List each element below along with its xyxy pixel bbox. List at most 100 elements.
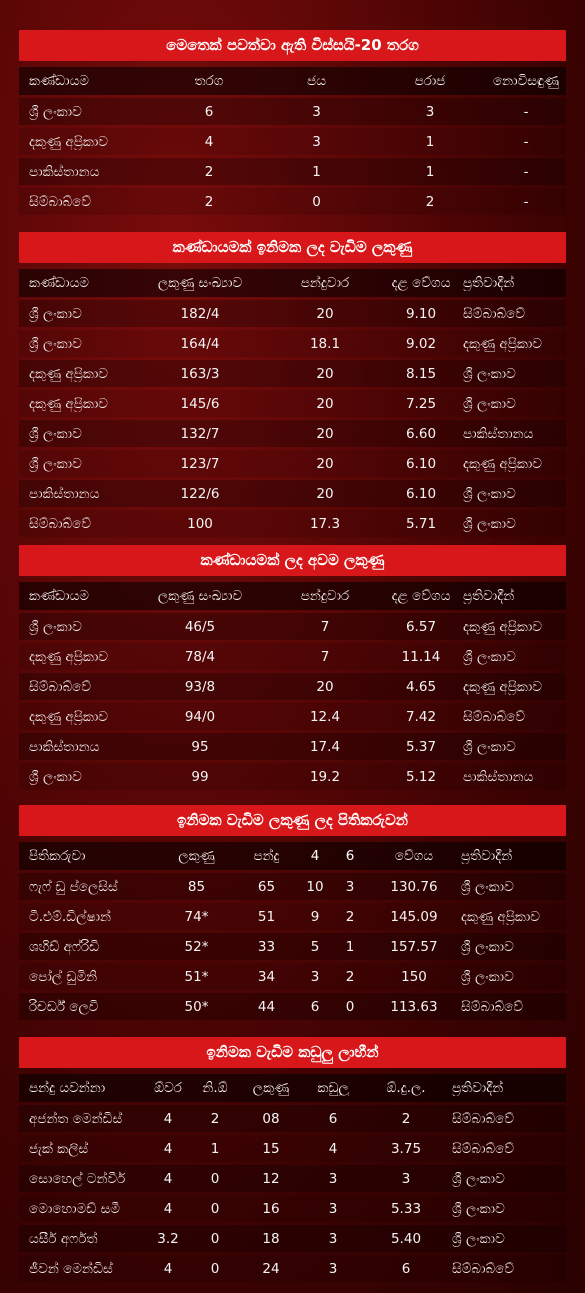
section-title: ඉනිමක වැඩිම කඩුලු ලාභීන් — [19, 1037, 566, 1068]
table-cell: 132/7 — [180, 425, 220, 442]
table-cell: 122/6 — [180, 485, 220, 502]
table-cell: පාකිස්තානය — [463, 768, 534, 785]
table-cell: 182/4 — [180, 305, 220, 322]
table-row: ශ්‍රී ලංකාව 132/7 20 6.60 පාකිස්තානය — [19, 420, 566, 447]
table-cell: ශ්‍රී ලංකාව — [452, 1200, 505, 1217]
stats-table: කණ්ඩායම ලකුණු සංඛ්‍යාව පන්දුවාර දළ වේගය ප්‍ර… — [19, 582, 566, 790]
table-cell: පාකිස්තානය — [29, 485, 100, 502]
table-cell: 5 — [310, 938, 320, 955]
section-title: ඉනිමක වැඩිම ලකුණු ලද පිතිකරුවන් — [19, 805, 566, 836]
table-cell: සිම්බාබ්වේ — [463, 708, 526, 725]
table-row: ශ්‍රී ලංකාව 164/4 18.1 9.02 දකුණු අප්‍රිකාව — [19, 330, 566, 357]
section-title: කණ්ඩායමක් ඉනිමක ලද වැඩිම ලකුණු — [19, 232, 566, 263]
table-cell: 4 — [204, 133, 214, 150]
table-cell: යසීර් අර්ෆත් — [29, 1230, 98, 1247]
table-cell: දකුණු අප්‍රිකාව — [29, 648, 108, 665]
table-cell: - — [523, 103, 529, 120]
table-cell: 51* — [184, 968, 209, 985]
table-cell: 0 — [312, 193, 321, 210]
table-cell: 93/8 — [184, 678, 216, 695]
header-cell: ලකුණු — [252, 1080, 290, 1096]
table-row: යසීර් අර්ෆත් 3.2 0 18 3 5.40 ශ්‍රී ලංකාව — [19, 1225, 566, 1252]
table-cell: 0 — [210, 1170, 220, 1187]
table-cell: 4 — [328, 1140, 338, 1157]
header-cell: කඩුලු — [317, 1080, 349, 1096]
table-cell: - — [523, 163, 529, 180]
table-cell: 18 — [262, 1230, 280, 1247]
stats-section-4: ඉනිමක වැඩිම ලකුණු ලද පිතිකරුවන් පිතිකරුවා… — [19, 805, 566, 1023]
table-row: සිම්බාබ්වේ 93/8 20 4.65 දකුණු අප්‍රිකාව — [19, 673, 566, 700]
table-cell: 5.40 — [390, 1230, 422, 1247]
table-cell: ශ්‍රී ලංකාව — [463, 738, 516, 755]
table-cell: 2 — [204, 163, 214, 180]
table-cell: සිම්බාබ්වේ — [452, 1110, 515, 1127]
header-cell: කණ්ඩායම — [29, 73, 89, 89]
table-cell: 3 — [345, 878, 355, 895]
table-cell: 85 — [187, 878, 206, 895]
table-row: ශහිඩ් අෆ්රිඩි 52* 33 5 1 157.57 ශ්‍රී ලංකාව — [19, 933, 566, 960]
table-cell: 9.02 — [405, 335, 437, 352]
table-cell: 17.4 — [309, 738, 341, 755]
table-row: පාකිස්තානය 2 1 1 - — [19, 158, 566, 185]
table-row: ජීවන් මෙන්ඩිස් 4 0 24 3 6 සිම්බාබ්වේ — [19, 1255, 566, 1282]
table-cell: දකුණු අප්‍රිකාව — [29, 395, 108, 412]
table-cell: සිම්බාබ්වේ — [452, 1140, 515, 1157]
header-cell: ප්‍රතිවාදීන් — [463, 275, 515, 291]
table-cell: ජීවන් මෙන්ඩිස් — [29, 1260, 113, 1277]
table-cell: ශ්‍රී ලංකාව — [463, 648, 516, 665]
table-row: සිම්බාබ්වේ 100 17.3 5.71 ශ්‍රී ලංකාව — [19, 510, 566, 537]
stats-section-5: ඉනිමක වැඩිම කඩුලු ලාභීන් පන්දු යවන්නා ඕවර න… — [19, 1037, 566, 1285]
table-header-row: පන්දු යවන්නා ඕවර නි.ඕ ලකුණු කඩුලු ඕ.දු.ල. ප්‍ර… — [19, 1074, 566, 1102]
table-cell: 33 — [257, 938, 276, 955]
table-cell: 3 — [310, 968, 320, 985]
table-cell: අජන්ත මෙන්ඩිස් — [29, 1110, 123, 1127]
table-cell: 3 — [312, 103, 321, 120]
table-cell: ෆැෆ් ඩු ප්ලෙසිස් — [29, 878, 118, 895]
table-cell: ශ්‍රී ලංකාව — [452, 1230, 505, 1247]
header-cell: ඕවර — [154, 1080, 182, 1096]
table-cell: 34 — [257, 968, 276, 985]
table-row: දකුණු අප්‍රිකාව 4 3 1 - — [19, 128, 566, 155]
stats-section-1: මෙතෙක් පවත්වා ඇති විස්සයි-20 තරග කණ්ඩායම ත… — [19, 30, 566, 218]
table-cell: 145.09 — [390, 908, 438, 925]
header-cell: වේගය — [394, 848, 434, 864]
table-cell: 52* — [184, 938, 209, 955]
header-cell: දළ වේගය — [391, 275, 451, 291]
table-cell: 08 — [262, 1110, 280, 1127]
header-cell: නොවිසඳුණු — [492, 73, 560, 89]
table-cell: 0 — [210, 1230, 220, 1247]
table-row: ශ්‍රී ලංකාව 46/5 7 6.57 දකුණු අප්‍රිකාව — [19, 613, 566, 640]
table-cell: 18.1 — [309, 335, 341, 352]
table-row: ෆැෆ් ඩු ප්ලෙසිස් 85 65 10 3 130.76 ශ්‍රී ලංකාව — [19, 873, 566, 900]
table-row: දකුණු අප්‍රිකාව 145/6 20 7.25 ශ්‍රී ලංකාව — [19, 390, 566, 417]
header-cell: තරග — [194, 73, 224, 89]
table-cell: 3 — [312, 133, 321, 150]
table-cell: ශ්‍රී ලංකාව — [29, 768, 82, 785]
table-cell: දකුණු අප්‍රිකාව — [463, 618, 542, 635]
table-cell: 2 — [210, 1110, 220, 1127]
table-cell: ශ්‍රී ලංකාව — [29, 335, 82, 352]
table-row: ශ්‍රී ලංකාව 99 19.2 5.12 පාකිස්තානය — [19, 763, 566, 790]
table-cell: රිචර්ඩ් ලෙවි — [29, 998, 99, 1015]
table-cell: 5.12 — [405, 768, 437, 785]
table-row: රිචර්ඩ් ලෙවි 50* 44 6 0 113.63 සිම්බාබ්වේ — [19, 993, 566, 1020]
table-cell: 1 — [312, 163, 321, 180]
table-cell: 4 — [163, 1200, 173, 1217]
table-cell: 6.10 — [405, 455, 437, 472]
header-cell: ලකුණු සංඛ්‍යාව — [157, 275, 243, 291]
table-cell: ටී.එම්.ඩිල්ෂාන් — [29, 908, 111, 925]
table-cell: 3 — [328, 1260, 338, 1277]
table-cell: ශ්‍රී ලංකාව — [463, 395, 516, 412]
table-header-row: කණ්ඩායම ලකුණු සංඛ්‍යාව පන්දුවාර දළ වේගය ප්‍ර… — [19, 269, 566, 297]
table-cell: සිම්බාබ්වේ — [463, 305, 526, 322]
table-cell: 7.42 — [405, 708, 437, 725]
table-cell: 113.63 — [390, 998, 438, 1015]
table-cell: 65 — [257, 878, 276, 895]
table-cell: 7 — [320, 648, 330, 665]
stats-table: පිතිකරුවා ලකුණු පන්දු 4 6 වේගය ප්‍රතිවාදීන් ෆැෆ… — [19, 842, 566, 1020]
table-cell: 6 — [328, 1110, 338, 1127]
table-cell: සොහෙල් ටන්වීර් — [29, 1170, 126, 1187]
header-cell: නි.ඕ — [202, 1080, 228, 1096]
table-cell: පෝල් ඩුමිනි — [29, 968, 98, 985]
